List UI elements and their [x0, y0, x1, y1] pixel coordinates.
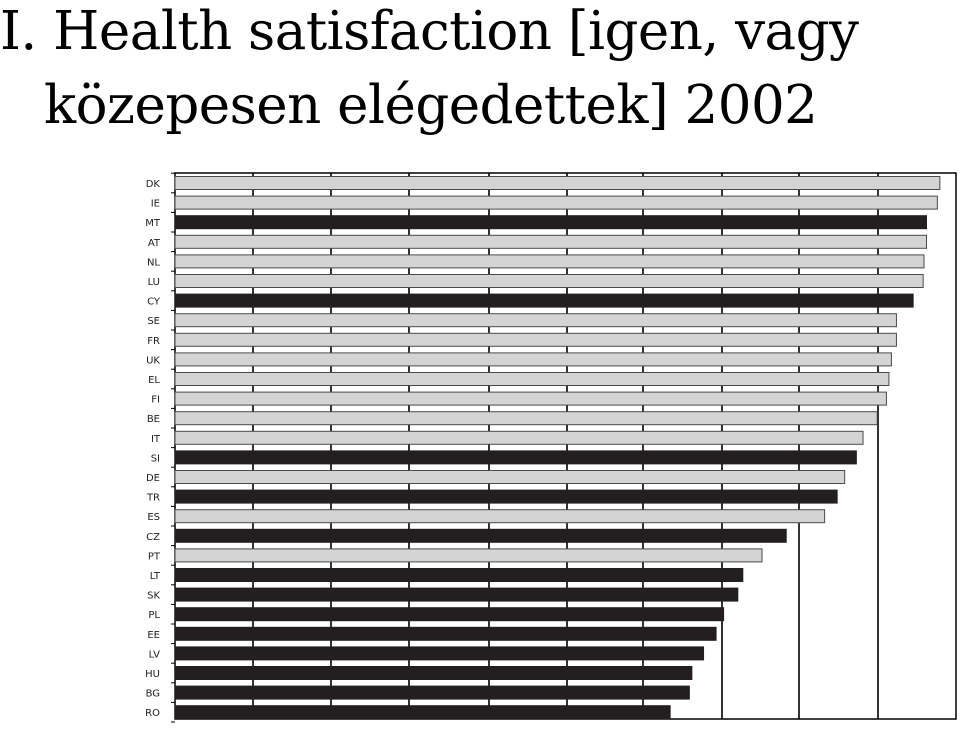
y-tick-label-si: SI [151, 453, 160, 464]
y-tick-label-fi: FI [151, 395, 160, 406]
y-tick-label-pl: PL [148, 610, 160, 621]
bar-lu [174, 274, 924, 288]
y-tick-label-lt: LT [150, 571, 161, 582]
y-tick-label-se: SE [147, 316, 160, 327]
bar-lv [174, 646, 705, 661]
y-tick-label-at: AT [148, 238, 161, 249]
y-tick-label-tr: TR [146, 493, 160, 504]
bar-dk [174, 176, 941, 190]
bar-de [174, 470, 846, 484]
bar-it [174, 430, 864, 445]
y-tick-label-nl: NL [147, 257, 160, 268]
bar-ie [174, 195, 938, 210]
y-tick-label-dk: DK [146, 179, 161, 190]
y-tick-label-ie: IE [151, 199, 160, 210]
y-tick-label-uk: UK [146, 355, 160, 366]
bar-mt [174, 215, 927, 230]
y-tick-label-fr: FR [147, 336, 160, 347]
chart-title: I. Health satisfaction [igen, vagy közep… [0, 0, 960, 192]
bar-tr [174, 489, 838, 504]
y-tick-label-lu: LU [148, 277, 160, 288]
bar-hu [174, 666, 693, 680]
bar-se [174, 313, 897, 328]
chart-title-line-2: közepesen elégedettek] 2002 [44, 75, 818, 136]
bar-at [174, 234, 927, 249]
bar-pt [174, 548, 763, 563]
y-tick-label-cz: CZ [146, 532, 160, 543]
y-tick-label-be: BE [147, 414, 160, 425]
bar-nl [174, 254, 925, 269]
y-tick-label-ro: RO [145, 708, 160, 719]
y-tick-label-de: DE [146, 473, 160, 484]
bar-be [174, 411, 878, 426]
bar-fi [174, 391, 887, 406]
bar-uk [174, 352, 892, 367]
bar-si [174, 450, 857, 465]
bar-ee [174, 626, 717, 641]
bar-cy [174, 293, 914, 308]
bar-ro [174, 705, 671, 720]
bar-es [174, 509, 826, 524]
bar-lt [174, 568, 744, 582]
bar-sk [174, 587, 739, 602]
bar-fr [174, 332, 897, 347]
y-tick-label-cy: CY [147, 297, 161, 308]
y-tick-label-ee: EE [147, 630, 160, 641]
y-tick-label-mt: MT [145, 218, 161, 229]
bar-el [174, 372, 890, 386]
y-tick-label-es: ES [147, 512, 160, 523]
y-tick-label-hu: HU [145, 669, 160, 680]
y-tick-label-sk: SK [147, 591, 160, 602]
bar-pl [174, 607, 725, 622]
y-tick-label-lv: LV [149, 649, 160, 660]
y-tick-label-bg: BG [146, 689, 160, 700]
y-tick-label-el: EL [148, 375, 160, 386]
y-tick-label-it: IT [151, 434, 161, 445]
bar-bg [174, 685, 690, 700]
y-tick-label-pt: PT [148, 551, 161, 562]
chart-title-line-1: I. Health satisfaction [igen, vagy [0, 1, 859, 62]
bar-cz [174, 528, 787, 543]
